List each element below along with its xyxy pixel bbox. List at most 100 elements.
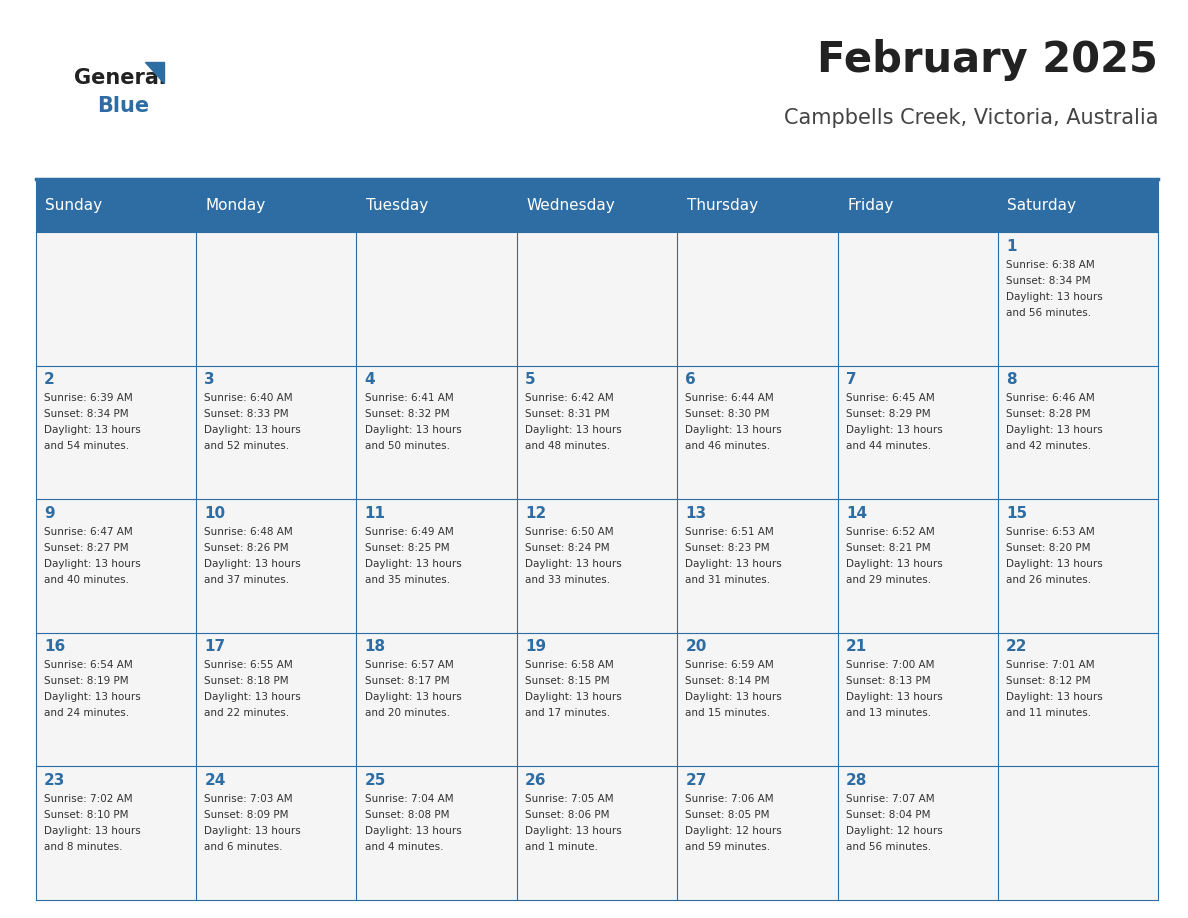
Text: 26: 26 bbox=[525, 773, 546, 788]
Text: and 48 minutes.: and 48 minutes. bbox=[525, 442, 611, 452]
Text: Thursday: Thursday bbox=[687, 198, 758, 213]
Text: 3: 3 bbox=[204, 372, 215, 387]
Bar bbox=[517, 767, 677, 900]
Text: Sunrise: 6:49 AM: Sunrise: 6:49 AM bbox=[365, 527, 454, 537]
Text: Daylight: 13 hours: Daylight: 13 hours bbox=[365, 692, 461, 702]
Text: and 46 minutes.: and 46 minutes. bbox=[685, 442, 771, 452]
Text: Sunrise: 7:05 AM: Sunrise: 7:05 AM bbox=[525, 794, 614, 803]
Text: Sunrise: 6:53 AM: Sunrise: 6:53 AM bbox=[1006, 527, 1095, 537]
Bar bbox=[36, 499, 196, 633]
Text: and 15 minutes.: and 15 minutes. bbox=[685, 709, 771, 719]
Text: Blue: Blue bbox=[97, 95, 150, 116]
Text: 9: 9 bbox=[44, 506, 55, 521]
Text: and 6 minutes.: and 6 minutes. bbox=[204, 842, 283, 852]
Text: and 26 minutes.: and 26 minutes. bbox=[1006, 575, 1092, 585]
Text: and 24 minutes.: and 24 minutes. bbox=[44, 709, 129, 719]
Text: 19: 19 bbox=[525, 639, 546, 655]
Text: and 22 minutes.: and 22 minutes. bbox=[204, 709, 290, 719]
Text: Sunset: 8:27 PM: Sunset: 8:27 PM bbox=[44, 543, 128, 553]
Text: Sunrise: 6:52 AM: Sunrise: 6:52 AM bbox=[846, 527, 935, 537]
Text: Daylight: 13 hours: Daylight: 13 hours bbox=[365, 425, 461, 435]
Text: Daylight: 13 hours: Daylight: 13 hours bbox=[685, 425, 782, 435]
Text: 16: 16 bbox=[44, 639, 65, 655]
Text: Sunset: 8:20 PM: Sunset: 8:20 PM bbox=[1006, 543, 1091, 553]
Text: Daylight: 13 hours: Daylight: 13 hours bbox=[1006, 692, 1102, 702]
Text: Daylight: 13 hours: Daylight: 13 hours bbox=[846, 692, 942, 702]
Text: Sunrise: 6:48 AM: Sunrise: 6:48 AM bbox=[204, 527, 293, 537]
Text: Sunrise: 6:54 AM: Sunrise: 6:54 AM bbox=[44, 660, 133, 670]
Text: and 54 minutes.: and 54 minutes. bbox=[44, 442, 129, 452]
Bar bbox=[998, 767, 1158, 900]
Text: 17: 17 bbox=[204, 639, 226, 655]
Text: and 11 minutes.: and 11 minutes. bbox=[1006, 709, 1092, 719]
Text: and 4 minutes.: and 4 minutes. bbox=[365, 842, 443, 852]
Text: Sunset: 8:21 PM: Sunset: 8:21 PM bbox=[846, 543, 930, 553]
Text: Daylight: 13 hours: Daylight: 13 hours bbox=[204, 559, 301, 569]
Bar bbox=[36, 179, 1158, 232]
Text: Sunset: 8:12 PM: Sunset: 8:12 PM bbox=[1006, 677, 1091, 687]
Text: Wednesday: Wednesday bbox=[526, 198, 615, 213]
Text: Sunset: 8:29 PM: Sunset: 8:29 PM bbox=[846, 409, 930, 420]
Text: Sunrise: 6:41 AM: Sunrise: 6:41 AM bbox=[365, 393, 454, 403]
Bar bbox=[677, 767, 838, 900]
Text: 10: 10 bbox=[204, 506, 226, 521]
Text: 21: 21 bbox=[846, 639, 867, 655]
Text: Sunrise: 6:50 AM: Sunrise: 6:50 AM bbox=[525, 527, 614, 537]
Text: Sunset: 8:15 PM: Sunset: 8:15 PM bbox=[525, 677, 609, 687]
Bar bbox=[356, 232, 517, 365]
Text: and 31 minutes.: and 31 minutes. bbox=[685, 575, 771, 585]
Text: Saturday: Saturday bbox=[1007, 198, 1076, 213]
Bar bbox=[356, 365, 517, 499]
Text: Sunrise: 6:42 AM: Sunrise: 6:42 AM bbox=[525, 393, 614, 403]
Text: Sunset: 8:06 PM: Sunset: 8:06 PM bbox=[525, 810, 609, 820]
Bar bbox=[677, 633, 838, 767]
Text: Daylight: 12 hours: Daylight: 12 hours bbox=[685, 826, 782, 835]
Text: and 56 minutes.: and 56 minutes. bbox=[1006, 308, 1092, 318]
Text: Sunset: 8:08 PM: Sunset: 8:08 PM bbox=[365, 810, 449, 820]
Bar bbox=[838, 633, 998, 767]
Bar bbox=[517, 633, 677, 767]
Text: Sunset: 8:34 PM: Sunset: 8:34 PM bbox=[1006, 275, 1091, 285]
Text: Daylight: 13 hours: Daylight: 13 hours bbox=[1006, 559, 1102, 569]
Text: Sunrise: 6:57 AM: Sunrise: 6:57 AM bbox=[365, 660, 454, 670]
Text: February 2025: February 2025 bbox=[817, 39, 1158, 81]
Bar bbox=[517, 499, 677, 633]
Text: Sunset: 8:17 PM: Sunset: 8:17 PM bbox=[365, 677, 449, 687]
Text: Sunset: 8:13 PM: Sunset: 8:13 PM bbox=[846, 677, 930, 687]
Text: Sunset: 8:25 PM: Sunset: 8:25 PM bbox=[365, 543, 449, 553]
Bar bbox=[998, 365, 1158, 499]
Text: Daylight: 13 hours: Daylight: 13 hours bbox=[204, 425, 301, 435]
Text: and 40 minutes.: and 40 minutes. bbox=[44, 575, 129, 585]
Text: 1: 1 bbox=[1006, 239, 1017, 253]
Text: Sunrise: 6:58 AM: Sunrise: 6:58 AM bbox=[525, 660, 614, 670]
Text: 2: 2 bbox=[44, 372, 55, 387]
Text: and 52 minutes.: and 52 minutes. bbox=[204, 442, 290, 452]
Text: Sunset: 8:05 PM: Sunset: 8:05 PM bbox=[685, 810, 770, 820]
Bar bbox=[196, 767, 356, 900]
Text: and 17 minutes.: and 17 minutes. bbox=[525, 709, 611, 719]
Text: and 20 minutes.: and 20 minutes. bbox=[365, 709, 450, 719]
Text: Daylight: 13 hours: Daylight: 13 hours bbox=[1006, 292, 1102, 302]
Text: Daylight: 13 hours: Daylight: 13 hours bbox=[846, 559, 942, 569]
Bar bbox=[677, 232, 838, 365]
Text: Daylight: 13 hours: Daylight: 13 hours bbox=[44, 826, 140, 835]
Text: Campbells Creek, Victoria, Australia: Campbells Creek, Victoria, Australia bbox=[784, 107, 1158, 128]
Bar bbox=[356, 767, 517, 900]
Bar bbox=[838, 232, 998, 365]
Bar bbox=[196, 232, 356, 365]
Text: and 33 minutes.: and 33 minutes. bbox=[525, 575, 611, 585]
Bar bbox=[998, 499, 1158, 633]
Text: and 1 minute.: and 1 minute. bbox=[525, 842, 598, 852]
Text: 6: 6 bbox=[685, 372, 696, 387]
Text: Sunset: 8:10 PM: Sunset: 8:10 PM bbox=[44, 810, 128, 820]
Text: Friday: Friday bbox=[847, 198, 893, 213]
Bar bbox=[356, 633, 517, 767]
Bar bbox=[36, 365, 196, 499]
Text: Daylight: 13 hours: Daylight: 13 hours bbox=[525, 826, 621, 835]
Text: Sunset: 8:24 PM: Sunset: 8:24 PM bbox=[525, 543, 609, 553]
Text: Daylight: 13 hours: Daylight: 13 hours bbox=[525, 425, 621, 435]
Text: Sunset: 8:23 PM: Sunset: 8:23 PM bbox=[685, 543, 770, 553]
Bar bbox=[677, 365, 838, 499]
Text: 11: 11 bbox=[365, 506, 386, 521]
Text: Sunset: 8:09 PM: Sunset: 8:09 PM bbox=[204, 810, 289, 820]
